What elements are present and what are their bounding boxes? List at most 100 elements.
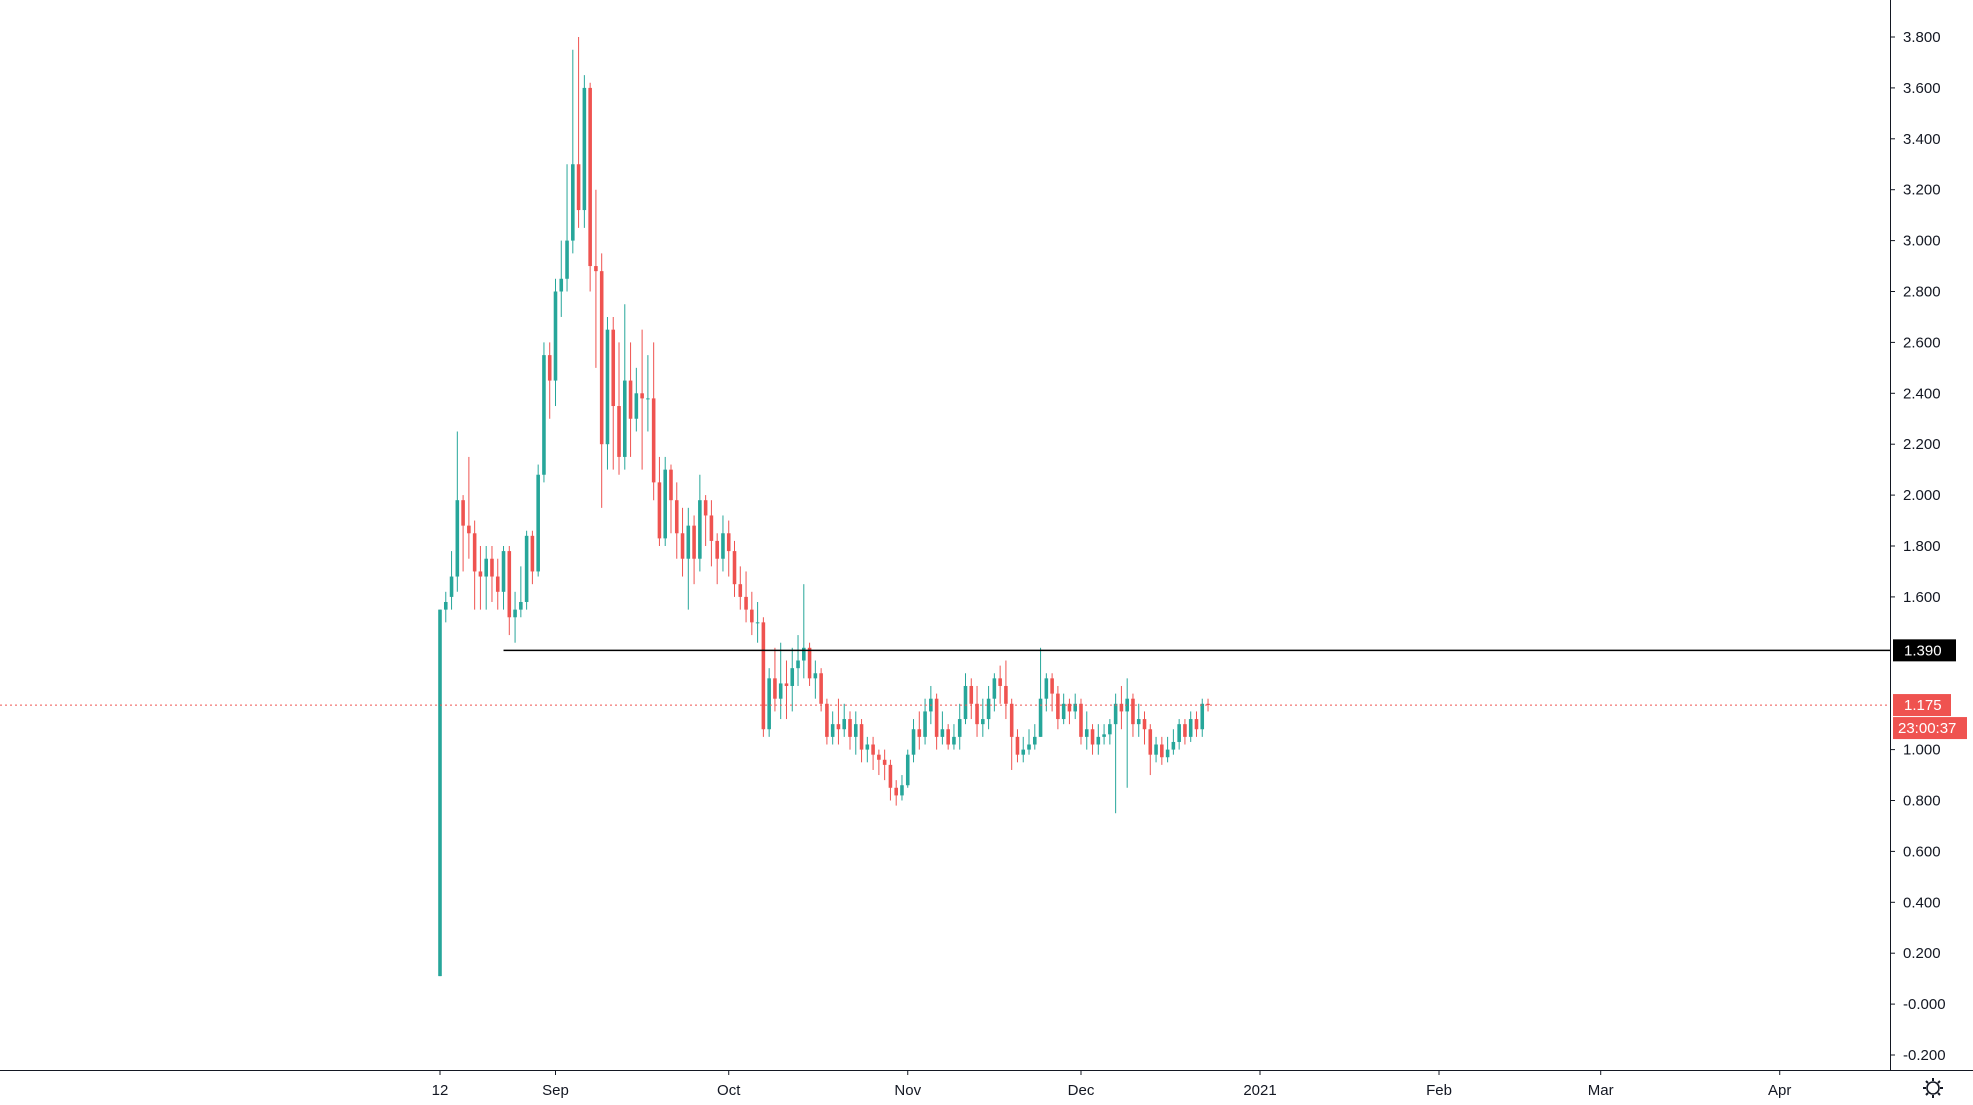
candle-body <box>484 558 488 577</box>
candle-body <box>848 719 852 737</box>
candle-body <box>698 500 702 559</box>
candle <box>911 719 916 763</box>
candle <box>438 609 442 977</box>
candle-body <box>519 601 523 610</box>
candle-body <box>669 469 673 501</box>
candle <box>882 749 887 781</box>
candle-body <box>1165 749 1170 758</box>
candle <box>1102 724 1106 745</box>
candle-body <box>1067 703 1072 712</box>
candle <box>484 546 488 610</box>
candle-body <box>1038 698 1043 737</box>
candle <box>674 482 679 559</box>
y-tick-label: 3.000 <box>1903 233 1941 250</box>
candle <box>588 82 592 292</box>
candle-body <box>790 668 795 686</box>
candle <box>732 540 737 597</box>
candle <box>963 673 968 725</box>
candle-body <box>1113 703 1118 725</box>
candle-body <box>1200 703 1205 730</box>
candle-body <box>1206 703 1210 706</box>
y-tick-label: 3.800 <box>1903 29 1941 46</box>
candle <box>1027 729 1031 755</box>
candle-body <box>565 240 569 279</box>
candle <box>1050 673 1054 712</box>
last-price-label: 1.175 <box>1904 697 1942 714</box>
candle <box>1194 711 1199 737</box>
candle-body <box>674 500 679 534</box>
x-tick-label: Mar <box>1588 1082 1614 1099</box>
candle-body <box>1015 736 1020 755</box>
candle <box>1073 693 1078 720</box>
time-axis[interactable]: 12 Sep Oct Nov Dec 2021 Feb Mar Apr <box>432 1070 1792 1099</box>
candle-body <box>865 744 870 750</box>
candle-body <box>634 393 639 419</box>
candle-body <box>767 678 771 730</box>
candle-body <box>819 673 823 704</box>
candle-body <box>1148 729 1153 755</box>
candle-body <box>594 266 598 272</box>
last-price-badge <box>1893 694 1951 717</box>
candle-body <box>443 601 448 610</box>
candle-body <box>715 540 719 559</box>
countdown-label: 23:00:37 <box>1898 720 1956 737</box>
candle <box>571 49 575 254</box>
gear-icon[interactable] <box>1923 1078 1943 1098</box>
candle <box>796 635 800 686</box>
candle-body <box>900 785 904 796</box>
candle-body <box>1073 703 1078 712</box>
candle <box>992 673 997 712</box>
candle-body <box>721 533 725 559</box>
candle-body <box>778 683 783 699</box>
candle-body <box>813 673 818 679</box>
candle <box>443 591 448 623</box>
candle-body <box>807 647 812 679</box>
price-axis[interactable]: 3.800 3.600 3.400 3.200 3.000 2.800 2.600 2.400… <box>1890 29 1946 1064</box>
candle-body <box>1061 703 1066 720</box>
candle-body <box>761 622 766 730</box>
candle <box>455 431 460 592</box>
candle <box>738 566 743 610</box>
x-tick-label: Nov <box>894 1082 921 1099</box>
candle <box>1056 685 1060 730</box>
candle <box>1154 736 1158 763</box>
candle <box>946 724 950 750</box>
candle-body <box>934 698 939 737</box>
candle <box>680 507 685 577</box>
candle <box>467 456 471 559</box>
candle <box>784 660 789 720</box>
candle-body <box>703 500 708 516</box>
candle <box>865 736 870 763</box>
candle <box>1131 693 1135 737</box>
candle <box>501 546 506 610</box>
x-tick-label: Oct <box>717 1082 741 1099</box>
candle-body <box>709 515 714 541</box>
candle-body <box>738 584 743 597</box>
candle-body <box>646 398 650 400</box>
candle <box>472 520 477 610</box>
candle <box>507 546 512 636</box>
candle <box>1165 736 1170 763</box>
candle <box>1160 736 1164 765</box>
candle <box>1148 724 1153 776</box>
candle <box>669 464 673 534</box>
candle <box>1090 724 1095 755</box>
candle-body <box>1079 703 1083 737</box>
candle-body <box>963 685 968 720</box>
x-tick-label: 12 <box>432 1082 449 1099</box>
candle-body <box>992 678 997 699</box>
candle <box>1067 698 1072 725</box>
candle <box>767 668 771 737</box>
candle-body <box>449 576 454 597</box>
candle-body <box>1171 741 1176 750</box>
candle-body <box>680 533 685 559</box>
candle-body <box>1056 693 1060 720</box>
candle <box>715 533 719 585</box>
candle-body <box>998 678 1002 686</box>
x-tick-label: Apr <box>1768 1082 1791 1099</box>
candle <box>686 507 691 610</box>
candle-body <box>501 551 506 592</box>
candle-body <box>438 609 442 977</box>
